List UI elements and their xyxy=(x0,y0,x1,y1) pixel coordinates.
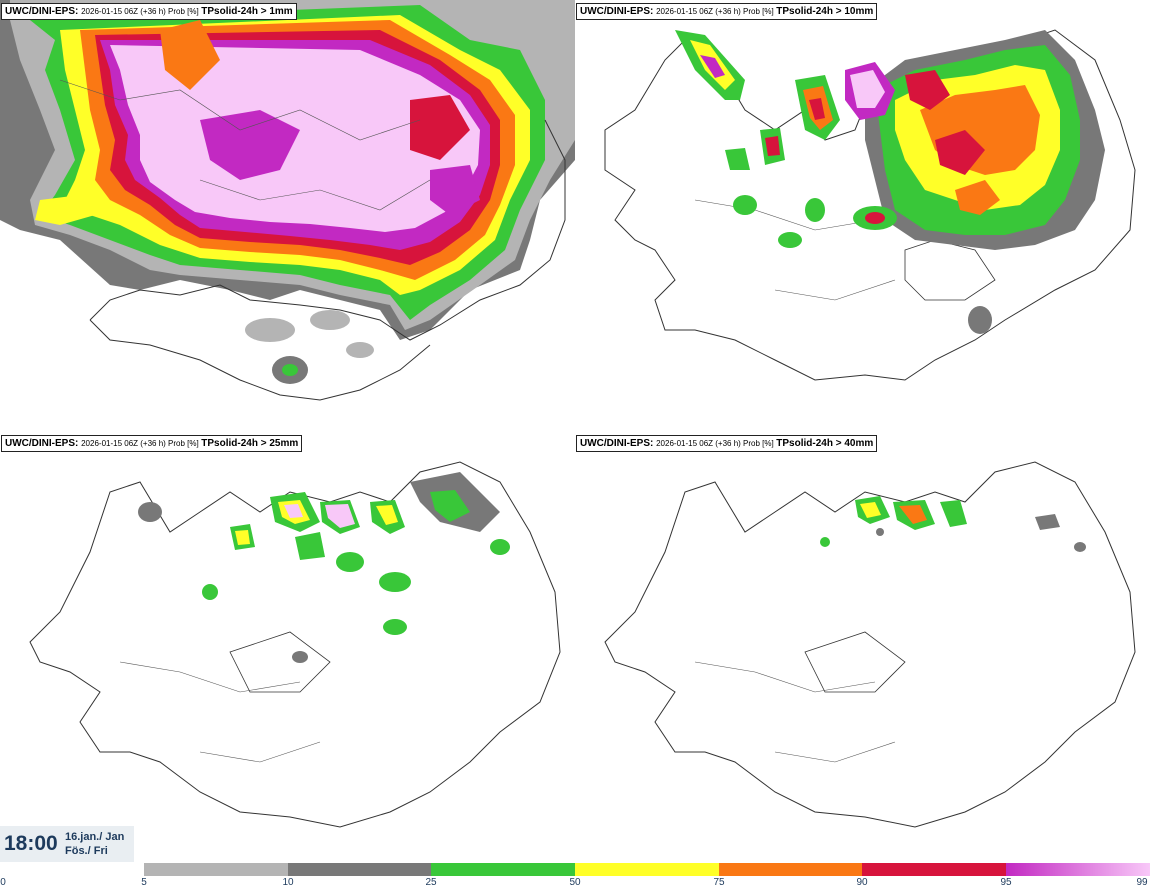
variable-threshold: TPsolid-24h > 1mm xyxy=(201,6,293,17)
panel-title: UWC/DINI-EPS: 2026-01-15 06Z (+36 h) Pro… xyxy=(576,3,878,20)
probability-map xyxy=(604,461,1136,828)
panel-title: UWC/DINI-EPS: 2026-01-15 06Z (+36 h) Pro… xyxy=(1,435,303,452)
colorbar-label: 0 xyxy=(0,877,6,888)
colorbar-label: 25 xyxy=(425,877,437,888)
valid-time-box: 18:00 16.jan./ Jan Fös./ Fri xyxy=(0,826,134,862)
run-info: 2026-01-15 06Z (+36 h) Prob [%] xyxy=(656,7,774,16)
map-panel-10mm: UWC/DINI-EPS: 2026-01-15 06Z (+36 h) Pro… xyxy=(575,0,1150,430)
colorbar-label: 99 xyxy=(1136,877,1148,888)
colorbar-segment-5-10 xyxy=(144,863,288,876)
model-name: UWC/DINI-EPS xyxy=(5,6,75,17)
colorbar-segment-95-99 xyxy=(1006,863,1150,876)
colorbar-label: 90 xyxy=(856,877,868,888)
probability-map xyxy=(604,29,1136,381)
colorbar-label: 75 xyxy=(713,877,725,888)
variable-threshold: TPsolid-24h > 25mm xyxy=(201,438,299,449)
valid-date: 16.jan./ Jan xyxy=(65,831,125,843)
colorbar-segment-10-25 xyxy=(288,863,431,876)
run-info: 2026-01-15 06Z (+36 h) Prob [%] xyxy=(81,439,199,448)
panel-title: UWC/DINI-EPS: 2026-01-15 06Z (+36 h) Pro… xyxy=(1,3,297,20)
probability-map xyxy=(29,461,561,828)
valid-time: 18:00 xyxy=(4,832,58,855)
colorbar-segment-50-75 xyxy=(575,863,719,876)
map-panel-40mm: UWC/DINI-EPS: 2026-01-15 06Z (+36 h) Pro… xyxy=(575,432,1150,862)
panel-title: UWC/DINI-EPS: 2026-01-15 06Z (+36 h) Pro… xyxy=(576,435,878,452)
model-name: UWC/DINI-EPS xyxy=(580,438,650,449)
valid-weekday: Fös./ Fri xyxy=(65,845,108,857)
variable-threshold: TPsolid-24h > 40mm xyxy=(776,438,874,449)
map-panel-1mm: UWC/DINI-EPS: 2026-01-15 06Z (+36 h) Pro… xyxy=(0,0,575,430)
run-info: 2026-01-15 06Z (+36 h) Prob [%] xyxy=(81,7,199,16)
probability-colorbar: 0 5 10 25 50 75 90 95 99 xyxy=(0,862,1150,891)
map-panel-25mm: UWC/DINI-EPS: 2026-01-15 06Z (+36 h) Pro… xyxy=(0,432,575,862)
variable-threshold: TPsolid-24h > 10mm xyxy=(776,6,874,17)
probability-map xyxy=(0,0,575,401)
colorbar-label: 10 xyxy=(282,877,294,888)
colorbar-segment-25-50 xyxy=(431,863,575,876)
colorbar-segment-90-95 xyxy=(862,863,1006,876)
model-name: UWC/DINI-EPS xyxy=(580,6,650,17)
colorbar-label: 50 xyxy=(569,877,581,888)
colorbar-segment-75-90 xyxy=(719,863,862,876)
model-name: UWC/DINI-EPS xyxy=(5,438,75,449)
colorbar-label: 95 xyxy=(1000,877,1012,888)
colorbar-label: 5 xyxy=(141,877,147,888)
run-info: 2026-01-15 06Z (+36 h) Prob [%] xyxy=(656,439,774,448)
